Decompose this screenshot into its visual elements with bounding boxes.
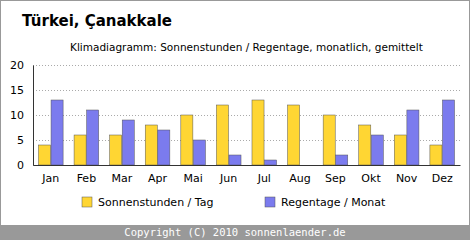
tick-label: Dez: [432, 172, 453, 185]
tick: 20: [10, 59, 33, 72]
footer-bar: [1, 225, 469, 239]
tick-label: Jul: [257, 172, 271, 185]
tick: Dez: [432, 165, 453, 185]
plot: 0 5 10 15 20 Jan Feb Mar Apr Mai Jun Jul Aug Sep Okt No…: [10, 59, 461, 185]
tick: 15: [10, 84, 33, 97]
grid-line: [33, 165, 460, 166]
grid-line: [33, 90, 460, 91]
legend-label: Regentage / Monat: [281, 196, 386, 209]
tick-label: 10: [10, 109, 24, 122]
bar: [300, 165, 312, 166]
tick-label: 5: [17, 134, 24, 147]
frame: [1, 1, 470, 240]
bar: [74, 135, 86, 165]
bar: [145, 125, 157, 165]
bar: [38, 145, 50, 165]
tick-label: Jun: [219, 172, 237, 185]
bar: [430, 145, 442, 165]
axis-line: [33, 66, 34, 166]
tick-label: 20: [10, 59, 24, 72]
bar: [122, 120, 134, 165]
tick: Nov: [396, 165, 418, 185]
tick: Mar: [112, 165, 133, 185]
tick: Apr: [148, 165, 168, 185]
x-axis: Jan Feb Mar Apr Mai Jun Jul Aug Sep Okt Nov Dez: [34, 165, 461, 185]
bar: [110, 135, 122, 165]
tick: Mai: [183, 165, 202, 185]
footer: Copyright (C) 2010 sonnenlaender.de: [124, 226, 345, 238]
bar: [181, 115, 193, 165]
legend-label: Sonnenstunden / Tag: [98, 196, 213, 209]
bar: [229, 155, 241, 165]
title: Türkei, Çanakkale: [22, 12, 172, 30]
axis-line: [34, 165, 461, 166]
bar: [371, 135, 383, 165]
legend-swatch: [265, 197, 275, 207]
tick: Okt: [361, 165, 381, 185]
bar: [336, 155, 348, 165]
tick: 10: [10, 109, 33, 122]
tick: Jan: [41, 165, 59, 185]
tick-label: Mai: [183, 172, 202, 185]
bar: [87, 110, 99, 165]
tick: Jun: [219, 165, 237, 185]
bar: [265, 160, 277, 165]
bars: [38, 100, 454, 165]
tick: Sep: [325, 165, 346, 185]
bar: [407, 110, 419, 165]
tick-label: Okt: [361, 172, 381, 185]
bar: [252, 100, 264, 165]
tick-label: Apr: [148, 172, 168, 185]
tick-label: Nov: [396, 172, 418, 185]
tick: Feb: [77, 165, 96, 185]
bar: [51, 100, 63, 165]
grid: [33, 66, 460, 166]
bar: [359, 125, 371, 165]
legend: Sonnenstunden / Tag Regentage / Monat: [82, 196, 386, 209]
tick-label: 15: [10, 84, 24, 97]
tick-label: Feb: [77, 172, 96, 185]
grid-line: [33, 65, 460, 66]
bar: [323, 115, 335, 165]
bar: [158, 130, 170, 165]
tick: Aug: [289, 165, 310, 185]
tick-label: Jan: [41, 172, 59, 185]
legend-swatch: [82, 197, 92, 207]
tick-label: 0: [17, 159, 24, 172]
bar: [193, 140, 205, 165]
tick-label: Mar: [112, 172, 133, 185]
subtitle: Klimadiagramm: Sonnenstunden / Regentage…: [70, 41, 423, 53]
tick: 0: [17, 159, 33, 172]
bar: [288, 105, 300, 165]
y-axis: 0 5 10 15 20: [10, 59, 34, 172]
tick-label: Aug: [289, 172, 310, 185]
bar: [394, 135, 406, 165]
bar: [442, 100, 454, 165]
tick: 5: [17, 134, 33, 147]
tick-label: Sep: [325, 172, 346, 185]
chart: Türkei, Çanakkale Klimadiagramm: Sonnenst…: [0, 0, 470, 240]
tick: Jul: [257, 165, 271, 185]
bar: [216, 105, 228, 165]
